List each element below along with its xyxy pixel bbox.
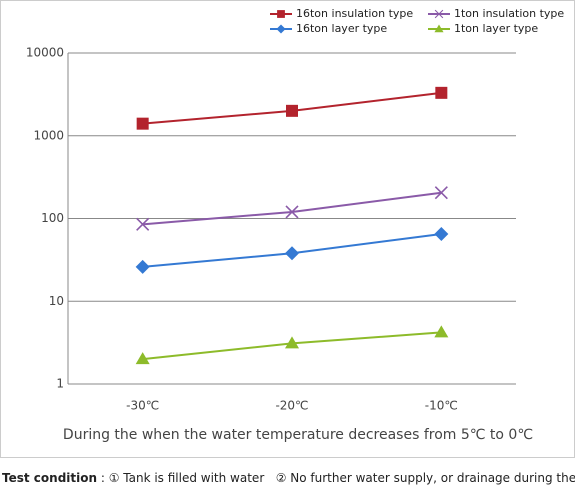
x-tick-label: -30℃ bbox=[126, 399, 159, 413]
series-line bbox=[142, 191, 442, 226]
footer: Test condition : ① Tank is filled with w… bbox=[2, 471, 575, 485]
x-tick-label: -10℃ bbox=[425, 399, 458, 413]
x-tick-label: -20℃ bbox=[275, 399, 308, 413]
legend-label: 1ton layer type bbox=[454, 22, 538, 35]
legend-marker bbox=[434, 24, 444, 33]
legend-marker bbox=[277, 10, 285, 18]
data-point bbox=[434, 226, 449, 241]
y-tick-label: 1000 bbox=[33, 128, 64, 142]
footer-label: Test condition bbox=[2, 471, 97, 485]
data-point bbox=[285, 205, 299, 219]
y-tick-label: 10000 bbox=[26, 46, 64, 60]
chart-frame bbox=[0, 0, 575, 458]
data-point bbox=[136, 117, 149, 130]
legend-label: 16ton layer type bbox=[296, 22, 387, 35]
data-point bbox=[286, 104, 298, 117]
data-point bbox=[135, 259, 150, 274]
data-point bbox=[434, 325, 449, 338]
y-tick-label: 100 bbox=[41, 211, 64, 225]
data-point bbox=[434, 186, 448, 200]
footer-text: : ① Tank is filled with water ② No furth… bbox=[97, 471, 575, 485]
data-point bbox=[285, 246, 299, 261]
x-axis-label: During the when the water temperature de… bbox=[63, 427, 533, 443]
data-point bbox=[136, 217, 150, 231]
legend-marker bbox=[434, 9, 444, 19]
data-point bbox=[435, 86, 448, 99]
y-tick-label: 1 bbox=[56, 377, 64, 391]
data-point bbox=[135, 352, 150, 365]
y-tick-label: 10 bbox=[49, 294, 64, 308]
data-point bbox=[285, 336, 299, 349]
legend-label: 16ton insulation type bbox=[296, 7, 413, 20]
legend-label: 1ton insulation type bbox=[454, 7, 564, 20]
legend-marker bbox=[276, 24, 286, 34]
